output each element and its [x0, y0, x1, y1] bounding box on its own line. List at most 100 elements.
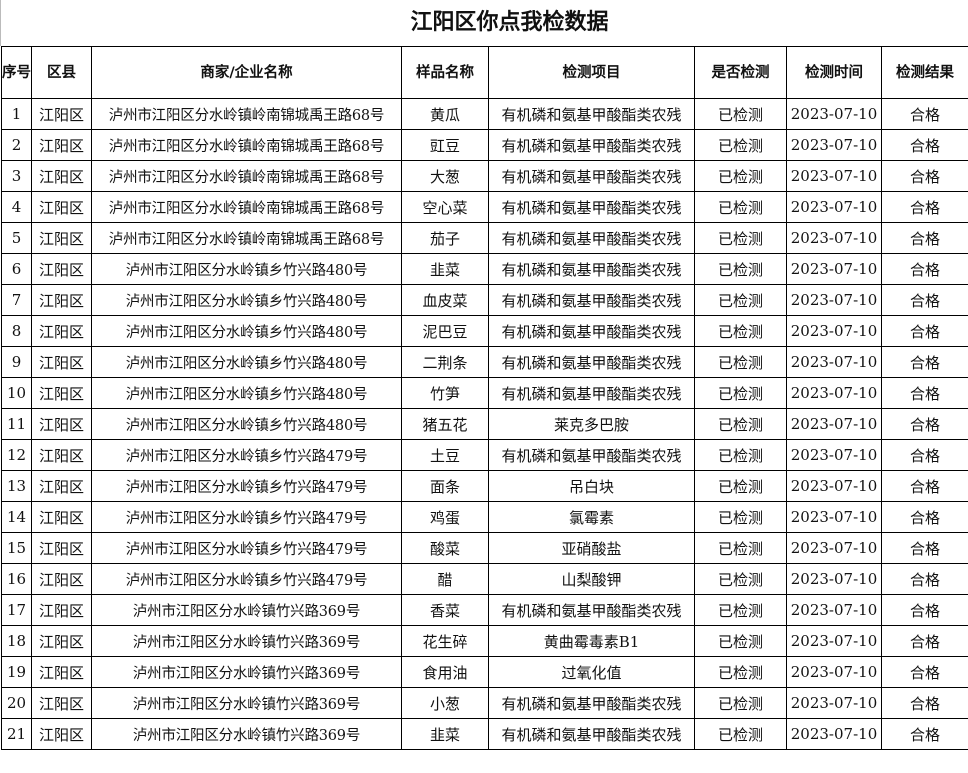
tested-status: 已检测: [694, 687, 787, 719]
header-tested: 是否检测: [694, 46, 787, 99]
table-row: 19 江阳区 泸州市江阳区分水岭镇竹兴路369号 食用油 过氧化值 已检测 2023-07-…: [1, 656, 968, 688]
test-result: 合格: [881, 98, 968, 130]
sample-name: 鸡蛋: [401, 501, 489, 533]
test-result: 合格: [881, 563, 968, 595]
test-item: 有机磷和氨基甲酸酯类农残: [488, 284, 695, 316]
district: 江阳区: [31, 346, 92, 378]
merchant-name: 泸州市江阳区分水岭镇乡竹兴路479号: [91, 532, 402, 564]
test-result: 合格: [881, 594, 968, 626]
merchant-name: 泸州市江阳区分水岭镇乡竹兴路480号: [91, 253, 402, 285]
sample-name: 二荆条: [401, 346, 489, 378]
test-result: 合格: [881, 625, 968, 657]
table-row: 7 江阳区 泸州市江阳区分水岭镇乡竹兴路480号 血皮菜 有机磷和氨基甲酸酯类农残 已检测…: [1, 284, 968, 316]
test-result: 合格: [881, 408, 968, 440]
header-sample: 样品名称: [401, 46, 489, 99]
sample-name: 食用油: [401, 656, 489, 688]
merchant-name: 泸州市江阳区分水岭镇乡竹兴路480号: [91, 315, 402, 347]
row-index: 12: [1, 439, 32, 471]
test-result: 合格: [881, 284, 968, 316]
table-row: 3 江阳区 泸州市江阳区分水岭镇岭南锦城禹王路68号 大葱 有机磷和氨基甲酸酯类农残 已检…: [1, 160, 968, 192]
district: 江阳区: [31, 284, 92, 316]
inspection-table: 序号 区县 商家/企业名称 样品名称 检测项目 是否检测 检测时间 检测结果 1…: [1, 46, 968, 750]
test-result: 合格: [881, 532, 968, 564]
merchant-name: 泸州市江阳区分水岭镇乡竹兴路480号: [91, 377, 402, 409]
tested-status: 已检测: [694, 439, 787, 471]
table-row: 10 江阳区 泸州市江阳区分水岭镇乡竹兴路480号 竹笋 有机磷和氨基甲酸酯类农残 已检测…: [1, 377, 968, 409]
tested-status: 已检测: [694, 470, 787, 502]
test-date: 2023-07-10: [786, 563, 882, 595]
sample-name: 大葱: [401, 160, 489, 192]
table-row: 15 江阳区 泸州市江阳区分水岭镇乡竹兴路479号 酸菜 亚硝酸盐 已检测 2023-07-…: [1, 532, 968, 564]
district: 江阳区: [31, 687, 92, 719]
test-date: 2023-07-10: [786, 129, 882, 161]
header-index: 序号: [1, 46, 32, 99]
test-date: 2023-07-10: [786, 160, 882, 192]
district: 江阳区: [31, 563, 92, 595]
test-date: 2023-07-10: [786, 346, 882, 378]
merchant-name: 泸州市江阳区分水岭镇竹兴路369号: [91, 625, 402, 657]
header-result: 检测结果: [881, 46, 968, 99]
header-test-date: 检测时间: [786, 46, 882, 99]
test-date: 2023-07-10: [786, 687, 882, 719]
merchant-name: 泸州市江阳区分水岭镇岭南锦城禹王路68号: [91, 129, 402, 161]
tested-status: 已检测: [694, 160, 787, 192]
table-row: 18 江阳区 泸州市江阳区分水岭镇竹兴路369号 花生碎 黄曲霉毒素B1 已检测 2023-…: [1, 625, 968, 657]
table-row: 20 江阳区 泸州市江阳区分水岭镇竹兴路369号 小葱 有机磷和氨基甲酸酯类农残 已检测 2…: [1, 687, 968, 719]
test-item: 有机磷和氨基甲酸酯类农残: [488, 253, 695, 285]
merchant-name: 泸州市江阳区分水岭镇岭南锦城禹王路68号: [91, 191, 402, 223]
row-index: 19: [1, 656, 32, 688]
tested-status: 已检测: [694, 656, 787, 688]
tested-status: 已检测: [694, 718, 787, 750]
tested-status: 已检测: [694, 501, 787, 533]
district: 江阳区: [31, 160, 92, 192]
test-date: 2023-07-10: [786, 98, 882, 130]
table-row: 17 江阳区 泸州市江阳区分水岭镇竹兴路369号 香菜 有机磷和氨基甲酸酯类农残 已检测 2…: [1, 594, 968, 626]
test-date: 2023-07-10: [786, 501, 882, 533]
test-result: 合格: [881, 656, 968, 688]
district: 江阳区: [31, 470, 92, 502]
sample-name: 豇豆: [401, 129, 489, 161]
test-date: 2023-07-10: [786, 594, 882, 626]
table-row: 2 江阳区 泸州市江阳区分水岭镇岭南锦城禹王路68号 豇豆 有机磷和氨基甲酸酯类农残 已检…: [1, 129, 968, 161]
district: 江阳区: [31, 408, 92, 440]
header-test-item: 检测项目: [488, 46, 695, 99]
row-index: 2: [1, 129, 32, 161]
test-date: 2023-07-10: [786, 377, 882, 409]
sample-name: 血皮菜: [401, 284, 489, 316]
merchant-name: 泸州市江阳区分水岭镇竹兴路369号: [91, 687, 402, 719]
table-row: 13 江阳区 泸州市江阳区分水岭镇乡竹兴路479号 面条 吊白块 已检测 2023-07-1…: [1, 470, 968, 502]
sample-name: 空心菜: [401, 191, 489, 223]
test-item: 黄曲霉毒素B1: [488, 625, 695, 657]
row-index: 14: [1, 501, 32, 533]
test-result: 合格: [881, 346, 968, 378]
test-result: 合格: [881, 439, 968, 471]
merchant-name: 泸州市江阳区分水岭镇乡竹兴路480号: [91, 408, 402, 440]
row-index: 16: [1, 563, 32, 595]
test-date: 2023-07-10: [786, 439, 882, 471]
table-row: 21 江阳区 泸州市江阳区分水岭镇竹兴路369号 韭菜 有机磷和氨基甲酸酯类农残 已检测 2…: [1, 718, 968, 750]
table-row: 9 江阳区 泸州市江阳区分水岭镇乡竹兴路480号 二荆条 有机磷和氨基甲酸酯类农残 已检测…: [1, 346, 968, 378]
test-item: 有机磷和氨基甲酸酯类农残: [488, 222, 695, 254]
test-item: 有机磷和氨基甲酸酯类农残: [488, 687, 695, 719]
table-row: 4 江阳区 泸州市江阳区分水岭镇岭南锦城禹王路68号 空心菜 有机磷和氨基甲酸酯类农残已…: [1, 191, 968, 223]
tested-status: 已检测: [694, 532, 787, 564]
sample-name: 猪五花: [401, 408, 489, 440]
row-index: 13: [1, 470, 32, 502]
test-date: 2023-07-10: [786, 191, 882, 223]
district: 江阳区: [31, 718, 92, 750]
row-index: 6: [1, 253, 32, 285]
test-result: 合格: [881, 470, 968, 502]
row-index: 8: [1, 315, 32, 347]
district: 江阳区: [31, 532, 92, 564]
test-result: 合格: [881, 222, 968, 254]
sample-name: 土豆: [401, 439, 489, 471]
district: 江阳区: [31, 253, 92, 285]
merchant-name: 泸州市江阳区分水岭镇竹兴路369号: [91, 594, 402, 626]
tested-status: 已检测: [694, 284, 787, 316]
test-item: 有机磷和氨基甲酸酯类农残: [488, 439, 695, 471]
sample-name: 花生碎: [401, 625, 489, 657]
district: 江阳区: [31, 191, 92, 223]
merchant-name: 泸州市江阳区分水岭镇乡竹兴路479号: [91, 439, 402, 471]
row-index: 15: [1, 532, 32, 564]
row-index: 18: [1, 625, 32, 657]
